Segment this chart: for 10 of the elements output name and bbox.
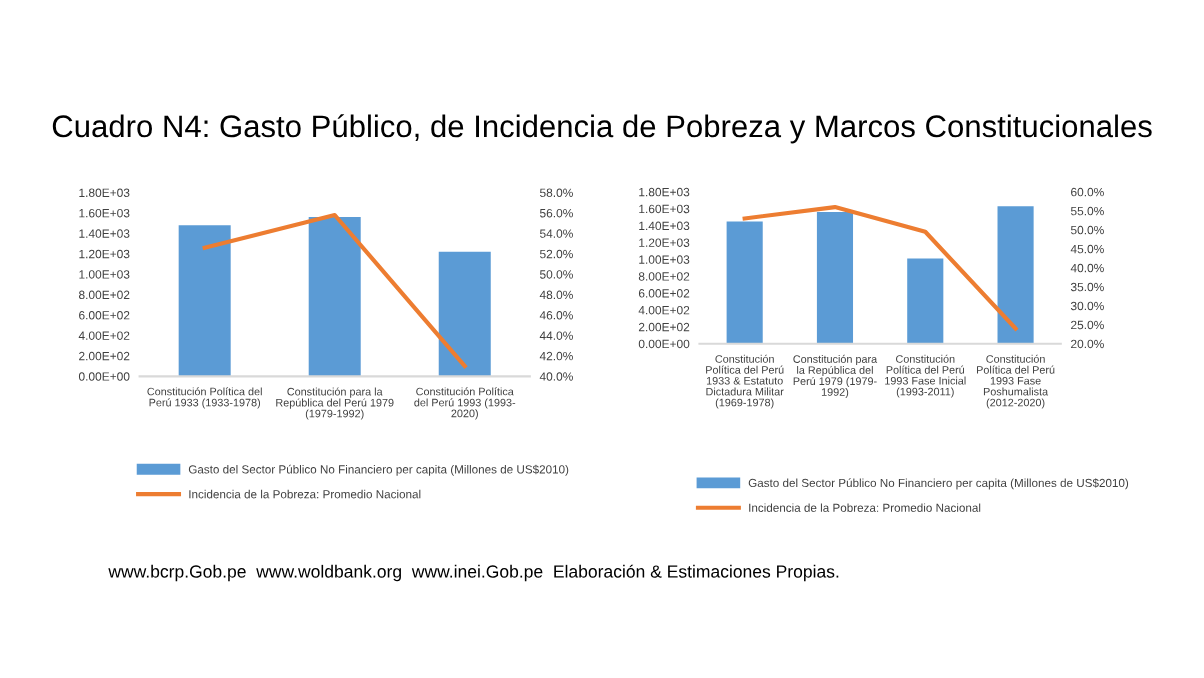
bar (907, 258, 944, 344)
bar (997, 206, 1034, 344)
bar (726, 221, 763, 344)
text: Cuadro N4: Gasto Público, de Incidencia de Pobreza y Marcos Constitucionales (52, 114, 1152, 144)
bar (178, 225, 231, 377)
bar (308, 217, 361, 377)
bar (816, 212, 854, 344)
bar (438, 251, 491, 377)
line-series (742, 204, 1018, 331)
text: www.bcrp.Gob.pe www.woldbank.org www.inei.Gob.pe Elaboración & Estimaciones Propias. (108, 564, 839, 582)
